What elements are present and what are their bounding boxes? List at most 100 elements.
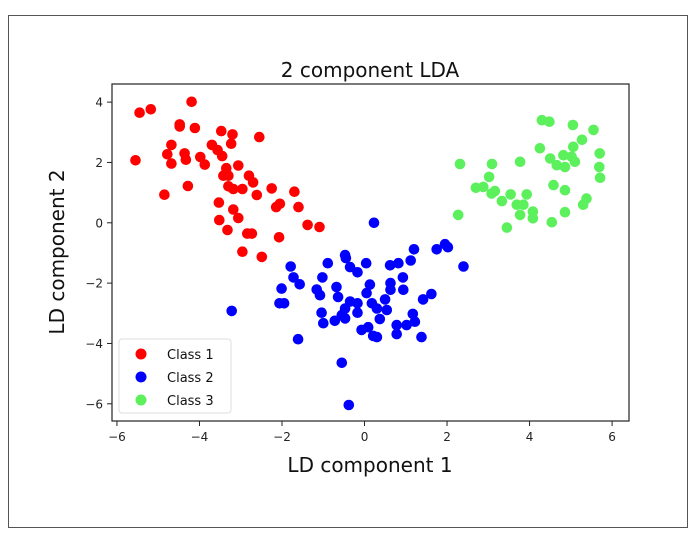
point-class-2 xyxy=(364,279,376,290)
point-class-3 xyxy=(478,181,489,193)
x-tick-label: 2 xyxy=(443,430,451,444)
y-tick-label: −2 xyxy=(85,277,103,291)
legend-label-class-2: Class 2 xyxy=(167,371,214,386)
point-class-2 xyxy=(317,272,328,283)
point-class-3 xyxy=(505,189,516,200)
point-class-2 xyxy=(329,315,341,327)
point-class-1 xyxy=(186,96,197,108)
point-class-3 xyxy=(558,149,569,161)
point-class-1 xyxy=(228,204,239,215)
point-class-1 xyxy=(145,104,157,115)
point-class-2 xyxy=(288,272,299,283)
point-class-1 xyxy=(213,197,225,208)
legend-label-class-3: Class 3 xyxy=(167,394,214,409)
point-class-1 xyxy=(253,131,265,143)
point-class-2 xyxy=(401,319,412,331)
point-class-1 xyxy=(302,219,313,231)
point-class-2 xyxy=(391,328,403,340)
point-class-1 xyxy=(256,251,268,263)
legend-label-class-1: Class 1 xyxy=(167,348,214,363)
x-axis-ticks: −6 −4 −2 0 2 4 6 xyxy=(108,421,616,444)
point-class-2 xyxy=(322,257,334,269)
point-class-2 xyxy=(314,289,326,301)
x-tick-label: −6 xyxy=(108,430,126,444)
y-axis-ticks: −6 −4 −2 0 2 4 xyxy=(85,96,112,411)
point-class-3 xyxy=(521,189,532,200)
point-class-2 xyxy=(393,257,404,269)
point-class-3 xyxy=(544,153,556,164)
point-class-2 xyxy=(316,307,327,319)
point-class-2 xyxy=(278,298,290,309)
points-layer xyxy=(130,96,606,411)
point-class-2 xyxy=(344,261,356,273)
point-class-1 xyxy=(134,107,145,118)
point-class-1 xyxy=(237,246,248,257)
point-class-2 xyxy=(352,307,363,319)
point-class-1 xyxy=(221,162,232,174)
legend-box xyxy=(118,338,232,414)
point-class-1 xyxy=(222,224,233,236)
point-class-3 xyxy=(501,222,513,233)
point-class-2 xyxy=(408,244,420,255)
point-class-1 xyxy=(174,121,185,132)
x-tick-label: 4 xyxy=(526,430,534,444)
point-class-3 xyxy=(577,199,589,210)
point-class-3 xyxy=(559,184,571,196)
point-class-1 xyxy=(225,138,237,149)
point-class-1 xyxy=(289,186,300,197)
legend-marker-class-1 xyxy=(135,348,147,360)
point-class-2 xyxy=(417,294,429,305)
point-class-1 xyxy=(274,198,286,210)
point-class-2 xyxy=(368,217,380,229)
point-class-1 xyxy=(293,201,304,213)
point-class-1 xyxy=(233,160,244,171)
point-class-3 xyxy=(518,199,529,210)
point-class-1 xyxy=(237,183,248,195)
point-class-1 xyxy=(247,177,259,188)
point-class-3 xyxy=(546,216,558,228)
point-class-2 xyxy=(352,298,363,309)
y-tick-label: −4 xyxy=(85,337,103,351)
point-class-1 xyxy=(266,183,278,194)
point-class-2 xyxy=(374,313,386,325)
legend: Class 1 Class 2 Class 3 xyxy=(118,338,232,414)
point-class-3 xyxy=(452,209,464,221)
x-tick-label: 0 xyxy=(361,430,369,444)
y-tick-label: −6 xyxy=(85,397,103,411)
point-class-2 xyxy=(340,252,352,264)
point-class-1 xyxy=(166,139,177,151)
point-class-1 xyxy=(251,189,263,201)
chart-title: 2 component LDA xyxy=(281,58,460,82)
point-class-2 xyxy=(285,261,297,272)
point-class-2 xyxy=(226,305,237,317)
point-class-3 xyxy=(496,195,508,207)
point-class-2 xyxy=(276,283,287,294)
point-class-2 xyxy=(416,331,427,343)
point-class-3 xyxy=(534,143,546,154)
point-class-3 xyxy=(454,158,466,170)
y-tick-label: 4 xyxy=(95,96,103,110)
point-class-2 xyxy=(343,399,355,411)
point-class-3 xyxy=(559,161,571,173)
point-class-2 xyxy=(426,288,437,300)
plot-border xyxy=(111,83,630,422)
point-class-2 xyxy=(385,284,396,296)
point-class-2 xyxy=(352,267,363,278)
point-class-3 xyxy=(544,116,555,127)
point-class-1 xyxy=(180,154,192,165)
point-class-2 xyxy=(292,333,304,345)
point-class-3 xyxy=(486,158,498,170)
point-class-3 xyxy=(559,206,571,218)
point-class-3 xyxy=(567,119,579,131)
point-class-2 xyxy=(458,261,469,272)
point-class-3 xyxy=(483,171,495,183)
point-class-2 xyxy=(397,272,409,283)
point-class-1 xyxy=(214,214,225,226)
point-class-1 xyxy=(216,150,228,162)
point-class-1 xyxy=(233,212,244,224)
point-class-2 xyxy=(431,244,443,255)
point-class-3 xyxy=(486,188,497,199)
point-class-2 xyxy=(442,241,454,253)
point-class-2 xyxy=(391,319,403,331)
